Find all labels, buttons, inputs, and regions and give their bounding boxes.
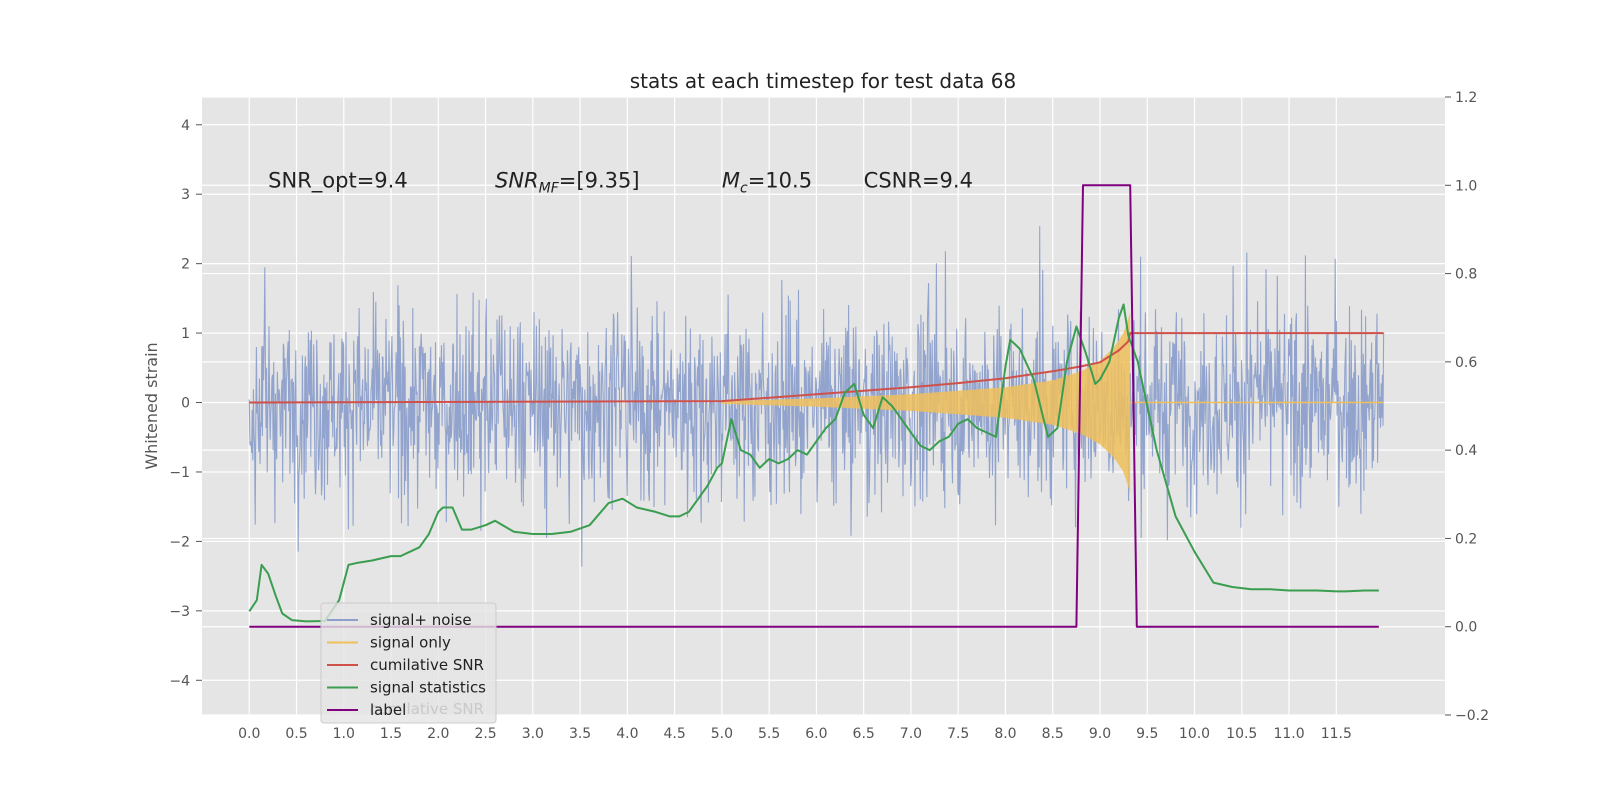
x-axis-ticks: 0.0 0.5 1.0 1.5 2.0 2.5 3.0 3.5 4.0 4.5 5.0 5.5 6.0 6… bbox=[238, 726, 1352, 742]
x-tick-label: 5.5 bbox=[758, 726, 780, 742]
x-tick-label: 10.0 bbox=[1179, 726, 1210, 742]
x-tick-label: 5.0 bbox=[711, 726, 733, 742]
x-tick-label: 9.0 bbox=[1089, 726, 1111, 742]
series-signal-only bbox=[721, 312, 1131, 493]
y2-tick-label: 1.0 bbox=[1455, 178, 1477, 194]
x-tick-label: 11.0 bbox=[1273, 726, 1304, 742]
annotation-subscript: MF bbox=[539, 180, 560, 196]
y-tick-label: −1 bbox=[169, 465, 190, 481]
annotation-text: SNR_opt=9.4 bbox=[268, 168, 408, 193]
x-tick-label: 2.0 bbox=[427, 726, 449, 742]
series-signal-plus-noise bbox=[248, 226, 1385, 567]
y2-tick-label: 0.0 bbox=[1455, 620, 1477, 636]
y-axis-ticks: 4 3 2 1 0 −1 −2 −3 −4 bbox=[169, 118, 202, 689]
legend-entry: cumilative SNR bbox=[370, 656, 484, 674]
annotation-text: SNR bbox=[495, 168, 539, 192]
annotation-subscript: c bbox=[740, 180, 748, 196]
y2-tick-label: 0.4 bbox=[1455, 443, 1477, 459]
x-tick-label: 3.5 bbox=[569, 726, 591, 742]
line-series bbox=[248, 184, 1384, 628]
noise-trace bbox=[248, 226, 1385, 567]
y-tick-label: −4 bbox=[169, 673, 190, 689]
x-tick-label: 1.0 bbox=[333, 726, 355, 742]
annotations: SNR_opt=9.4 SNRMF=[9.35] Mc=10.5 CSNR=9.4 bbox=[268, 168, 973, 196]
x-tick-label: 7.5 bbox=[947, 726, 969, 742]
x-tick-label: 10.5 bbox=[1226, 726, 1257, 742]
y-tick-label: 0 bbox=[181, 396, 190, 412]
legend-entry: signal statistics bbox=[370, 679, 486, 697]
x-tick-label: 11.5 bbox=[1321, 726, 1352, 742]
series-cumulative-snr bbox=[249, 332, 1384, 404]
y-tick-label: 4 bbox=[181, 118, 190, 134]
y2-tick-label: 0.2 bbox=[1455, 531, 1477, 547]
y2-axis-ticks: 1.2 1.0 0.8 0.6 0.4 0.2 0.0 −0.2 bbox=[1445, 90, 1489, 724]
x-tick-label: 8.5 bbox=[1042, 726, 1064, 742]
annotation-suffix: =[9.35] bbox=[559, 168, 640, 192]
x-tick-label: 2.5 bbox=[474, 726, 496, 742]
signal-only-series bbox=[721, 312, 1384, 493]
legend-frame bbox=[320, 602, 497, 724]
annotation-suffix: =10.5 bbox=[748, 168, 812, 192]
x-tick-label: 4.5 bbox=[663, 726, 685, 742]
y-tick-label: −2 bbox=[169, 534, 190, 550]
x-tick-label: 6.0 bbox=[805, 726, 827, 742]
y-tick-label: 3 bbox=[181, 187, 190, 203]
x-tick-label: 3.0 bbox=[522, 726, 544, 742]
x-tick-label: 0.5 bbox=[285, 726, 307, 742]
legend: cumilative SNR signal+ noise signal only c… bbox=[320, 602, 497, 724]
annotation: CSNR=9.4 bbox=[864, 168, 973, 192]
legend-entry: signal only bbox=[370, 634, 451, 652]
annotation-text: CSNR=9.4 bbox=[864, 168, 973, 192]
series-label bbox=[249, 184, 1379, 628]
series-signal-statistics bbox=[248, 303, 1379, 623]
legend-entry: signal+ noise bbox=[370, 611, 472, 629]
y2-tick-label: 0.8 bbox=[1455, 267, 1477, 283]
legend-ghost-text: cumilative SNR bbox=[370, 700, 484, 718]
x-tick-label: 6.5 bbox=[853, 726, 875, 742]
legend-entry: label bbox=[370, 701, 406, 719]
y-tick-label: −3 bbox=[169, 604, 190, 620]
annotation: Mc=10.5 bbox=[722, 168, 812, 196]
x-tick-label: 8.0 bbox=[994, 726, 1016, 742]
y-tick-label: 2 bbox=[181, 257, 190, 273]
y2-tick-label: 0.6 bbox=[1455, 355, 1477, 371]
x-tick-label: 7.0 bbox=[900, 726, 922, 742]
x-tick-label: 4.0 bbox=[616, 726, 638, 742]
x-tick-label: 0.0 bbox=[238, 726, 260, 742]
x-tick-label: 9.5 bbox=[1136, 726, 1158, 742]
annotation-text: M bbox=[722, 168, 740, 192]
annotation: SNRMF=[9.35] bbox=[495, 168, 640, 196]
annotation: SNR_opt=9.4 bbox=[268, 168, 408, 193]
y2-tick-label: −0.2 bbox=[1455, 708, 1489, 724]
y-axis-label: Whitened strain bbox=[142, 342, 161, 469]
chart-title: stats at each timestep for test data 68 bbox=[630, 69, 1016, 93]
y2-tick-label: 1.2 bbox=[1455, 90, 1477, 106]
x-tick-label: 1.5 bbox=[380, 726, 402, 742]
y-tick-label: 1 bbox=[181, 326, 190, 342]
